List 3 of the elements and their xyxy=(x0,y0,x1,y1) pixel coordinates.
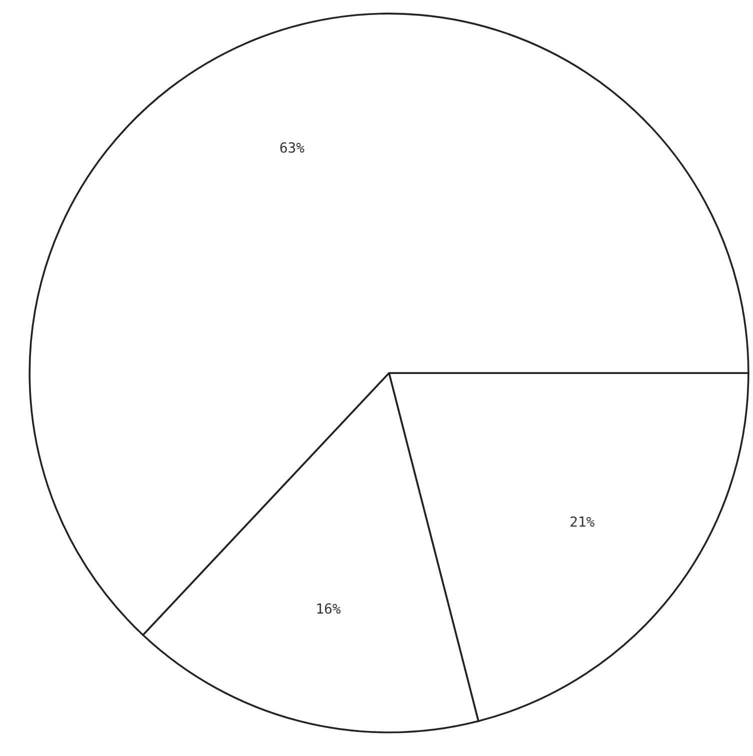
data-label: 63% xyxy=(280,142,304,153)
data-label: 21% xyxy=(570,516,594,527)
data-label: 16% xyxy=(317,603,341,614)
